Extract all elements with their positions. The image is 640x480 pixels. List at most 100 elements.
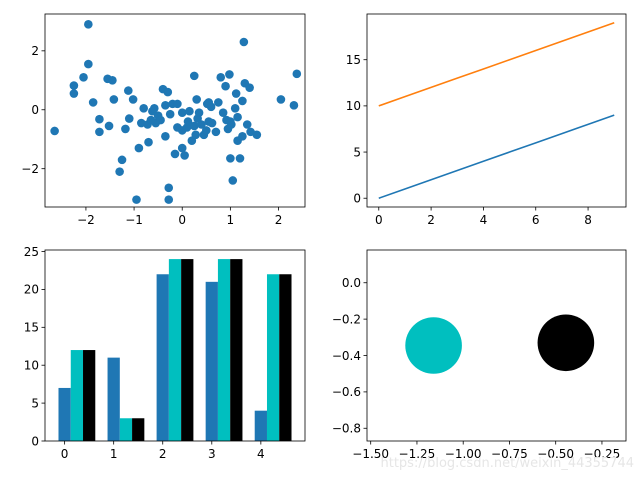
y-tick-label: −0.4 — [332, 349, 361, 363]
scatter-point — [189, 121, 199, 131]
scatter-point — [124, 114, 134, 123]
scatter-point — [225, 70, 234, 79]
y-tick-label: 2 — [31, 44, 39, 58]
bar — [119, 418, 133, 441]
bar — [156, 274, 169, 441]
y-tick-label: 0.0 — [342, 276, 361, 290]
x-tick-label: −0.25 — [584, 447, 621, 461]
scatter-point — [121, 124, 130, 134]
scatter-point — [227, 120, 236, 129]
line-plot-panel: 0 2 4 6 8 0 5 10 15 — [346, 13, 627, 227]
bar — [230, 259, 243, 441]
x-tick-label: −0.75 — [491, 447, 528, 461]
bar — [70, 350, 84, 441]
scatter-point — [163, 87, 173, 97]
scatter-point — [115, 167, 124, 176]
scatter-point — [201, 126, 211, 135]
x-tick-label: 1 — [227, 213, 235, 227]
scatter-point — [128, 95, 138, 104]
y-tick-label: 0 — [353, 192, 361, 206]
scatter-point — [139, 103, 149, 113]
scatter-point — [238, 96, 247, 106]
scatter-point — [117, 155, 127, 165]
scatter-point — [239, 37, 249, 47]
bar — [58, 387, 71, 441]
scatter-point — [185, 106, 194, 116]
scatter-point — [146, 115, 156, 125]
scatter-point — [50, 126, 59, 136]
axes-frame — [366, 13, 627, 208]
scatter-point — [123, 86, 133, 95]
scatter-point — [173, 99, 182, 109]
scatter-point — [180, 151, 189, 160]
bar — [132, 418, 145, 441]
bar — [205, 281, 218, 441]
y-tick-label: 0 — [31, 434, 39, 448]
y-tick-label: −2 — [21, 162, 39, 176]
scatter-point — [192, 95, 201, 104]
scatter-point — [69, 81, 79, 90]
scatter-point — [161, 131, 170, 141]
scatter-point — [233, 112, 242, 122]
scatter-point — [95, 127, 104, 137]
y-tick-label: 15 — [346, 53, 361, 67]
bar — [217, 259, 231, 441]
circles-plot-panel: −1.50 −1.25 −1.00 −0.75 −0.50 −0.25 0.0 −0.2 −0.… — [332, 249, 627, 461]
y-tick-label: 25 — [24, 245, 39, 259]
x-tick-label: 6 — [532, 213, 540, 227]
scatter-point — [165, 109, 175, 119]
scatter-point — [242, 120, 252, 129]
x-tick-label: 1 — [110, 447, 118, 461]
scatter-point — [226, 154, 235, 163]
x-tick-label: 4 — [257, 447, 265, 461]
scatter-point — [88, 98, 98, 107]
y-tick-label: 5 — [31, 396, 39, 410]
bar — [279, 274, 292, 441]
scatter-point — [292, 69, 302, 79]
scatter-point — [221, 81, 230, 91]
scatter-point — [109, 95, 119, 104]
bar — [181, 259, 194, 441]
bar — [168, 259, 182, 441]
bar — [266, 274, 280, 441]
scatter-point — [191, 130, 201, 140]
x-tick-label: 2 — [427, 213, 435, 227]
x-tick-label: 4 — [480, 213, 488, 227]
y-tick-label: 5 — [353, 145, 361, 159]
bar-chart-panel: 0 1 2 3 4 0 5 10 15 20 25 — [24, 245, 306, 461]
scatter-point — [104, 121, 114, 131]
x-tick-label: −1.00 — [445, 447, 482, 461]
scatter-point — [252, 130, 262, 140]
bar — [107, 357, 120, 441]
x-tick-label: −2 — [77, 213, 95, 227]
scatter-point — [183, 117, 193, 126]
scatter-point — [84, 20, 93, 29]
scatter-point — [132, 195, 141, 204]
x-tick-label: 0 — [61, 447, 69, 461]
x-tick-label: −1.50 — [352, 447, 389, 461]
scatter-point — [276, 95, 286, 104]
scatter-point — [197, 120, 206, 129]
scatter-point — [177, 143, 187, 153]
scatter-point — [211, 127, 221, 137]
bar — [83, 350, 96, 441]
x-tick-label: −1 — [125, 213, 143, 227]
scatter-point — [149, 103, 159, 113]
scatter-point — [218, 108, 228, 118]
scatter-point — [230, 103, 240, 113]
x-tick-label: 2 — [275, 213, 283, 227]
scatter-point — [189, 71, 199, 81]
scatter-point — [216, 73, 226, 82]
y-tick-label: 20 — [24, 283, 39, 297]
scatter-point — [214, 98, 223, 107]
x-tick-label: 2 — [159, 447, 167, 461]
bar — [254, 410, 267, 441]
scatter-point — [206, 102, 216, 112]
watermark-text: https://blog.csdn.net/weixin_44355744 — [380, 456, 634, 471]
y-tick-label: 15 — [24, 321, 39, 335]
axes-frame — [366, 249, 627, 442]
x-tick-label: −1.25 — [399, 447, 436, 461]
x-tick-label: 0 — [178, 213, 186, 227]
scatter-point — [177, 108, 187, 118]
series-line — [378, 22, 615, 107]
